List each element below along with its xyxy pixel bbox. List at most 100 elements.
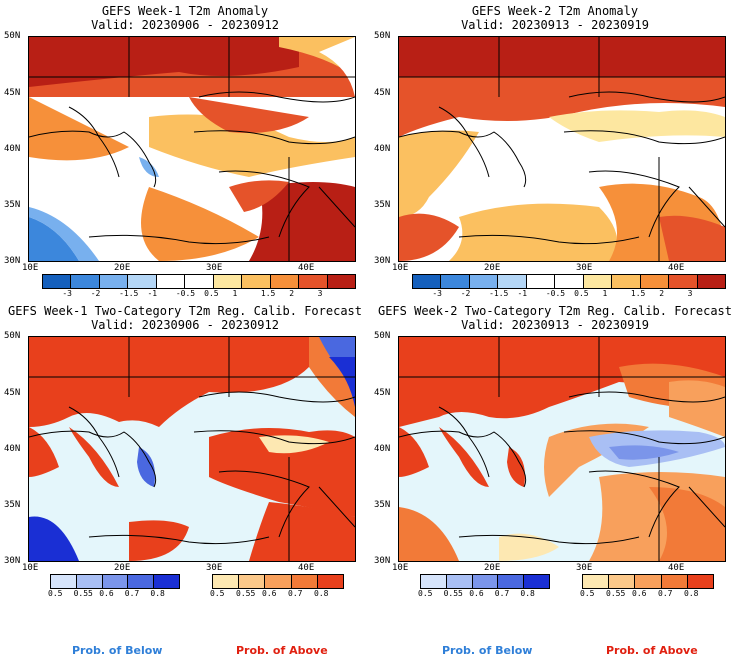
anomaly-field: [29, 37, 355, 261]
colorbar-label: 0.7: [124, 589, 140, 598]
colorbar-label: 0.6: [99, 589, 114, 598]
colorbar-label: 0.8: [150, 589, 165, 598]
colorbar-label: 0.5: [418, 589, 433, 598]
colorbar-label: -0.5: [175, 289, 196, 298]
colorbar-swatch: [524, 575, 549, 588]
colorbar-label: 0.7: [658, 589, 673, 598]
colorbar-label: 0.6: [262, 589, 277, 598]
below-colorbar-labels: 0.5 0.55 0.6 0.7 0.8: [418, 589, 548, 599]
colorbar-swatch: [635, 575, 662, 588]
panel-week1-anomaly: GEFS Week-1 T2m Anomaly Valid: 20230906 …: [0, 0, 370, 300]
colorbar-label: -1.5: [119, 289, 139, 298]
lon-label: 20E: [114, 563, 131, 573]
colorbar-swatch: [469, 275, 499, 288]
colorbar-label: 0.55: [606, 589, 626, 598]
colorbar-swatch: [498, 575, 525, 588]
panel-title: GEFS Week-2 Two-Category T2m Reg. Calib.…: [377, 304, 732, 332]
colorbar-swatch: [71, 275, 100, 288]
colorbar-swatch: [640, 275, 670, 288]
colorbar-label: 0.8: [520, 589, 535, 598]
colorbar-label: 2: [289, 289, 295, 298]
colorbar-label: 1: [602, 289, 608, 298]
colorbar-swatch: [661, 575, 688, 588]
lat-label: 45N: [374, 88, 391, 98]
lat-label: 35N: [374, 500, 391, 510]
lon-label: 40E: [298, 563, 315, 573]
lon-label: 30E: [576, 563, 593, 573]
colorbar-swatch: [327, 275, 355, 288]
lat-label: 30N: [4, 556, 21, 566]
lon-label: 10E: [22, 563, 39, 573]
colorbar-swatch: [270, 275, 300, 288]
anomaly-colorbar: [412, 274, 726, 289]
lat-label: 30N: [4, 256, 21, 266]
lon-label: 40E: [298, 263, 315, 273]
colorbar-label: 0.5: [204, 289, 219, 298]
colorbar-swatch: [51, 575, 77, 588]
colorbar-swatch: [128, 575, 155, 588]
colorbar-label: -2: [460, 289, 471, 298]
colorbar-swatch: [669, 275, 698, 288]
lon-label: 10E: [392, 563, 409, 573]
lat-label: 50N: [374, 331, 391, 341]
lat-label: 50N: [4, 31, 21, 41]
colorbar-swatch: [185, 275, 214, 288]
colorbar-label: 0.7: [288, 589, 303, 598]
probability-map: [398, 336, 726, 562]
lon-label: 10E: [22, 263, 39, 273]
colorbar-label: -1: [147, 289, 158, 298]
colorbar-label: 0.55: [73, 589, 93, 598]
colorbar-label: -1.5: [489, 289, 509, 298]
above-colorbar-labels: 0.5 0.55 0.6 0.7 0.8: [210, 589, 342, 599]
colorbar-swatch: [299, 275, 328, 288]
colorbar-label: 0.7: [494, 589, 510, 598]
panel-week2-probability: GEFS Week-2 Two-Category T2m Reg. Calib.…: [370, 300, 740, 662]
lat-label: 40N: [4, 444, 21, 454]
lat-label: 45N: [4, 88, 21, 98]
colorbar-swatch: [154, 575, 179, 588]
lat-label: 30N: [374, 256, 391, 266]
colorbar-swatch: [102, 575, 129, 588]
colorbar-label: 0.5: [574, 289, 589, 298]
colorbar-label: 0.8: [314, 589, 329, 598]
anomaly-map: [398, 36, 726, 262]
probability-map: [28, 336, 356, 562]
lat-label: 35N: [374, 200, 391, 210]
colorbar-swatch: [317, 575, 344, 588]
colorbar-swatch: [555, 275, 584, 288]
anomaly-colorbar: [42, 274, 356, 289]
probability-field: [399, 337, 725, 561]
colorbar-swatch: [583, 575, 610, 588]
colorbar-swatch: [43, 275, 72, 288]
lat-label: 40N: [4, 144, 21, 154]
colorbar-swatch: [99, 275, 129, 288]
anomaly-field: [399, 37, 725, 261]
colorbar-swatch: [441, 275, 470, 288]
colorbar-label: 3: [687, 289, 693, 298]
colorbar-label: 2: [659, 289, 665, 298]
lat-label: 50N: [374, 31, 391, 41]
colorbar-swatch: [239, 575, 266, 588]
panel-title: GEFS Week-1 Two-Category T2m Reg. Calib.…: [7, 304, 362, 332]
below-colorbar: [420, 574, 550, 589]
colorbar-label: 0.55: [443, 589, 463, 598]
lon-label: 10E: [392, 263, 409, 273]
colorbar-label: 0.6: [469, 589, 484, 598]
colorbar-label: -2: [90, 289, 101, 298]
colorbar-swatch: [446, 575, 473, 588]
above-legend-label: Prob. of Above: [606, 644, 698, 657]
probability-field: [29, 337, 355, 561]
below-colorbar: [50, 574, 180, 589]
lon-label: 40E: [668, 263, 685, 273]
colorbar-label: 0.5: [210, 589, 225, 598]
colorbar-swatch: [687, 575, 714, 588]
lon-label: 30E: [576, 263, 593, 273]
colorbar-swatch: [413, 275, 442, 288]
colorbar-label: -1: [517, 289, 528, 298]
colorbar-label: -3: [432, 289, 442, 298]
colorbar-swatch: [291, 575, 318, 588]
above-colorbar: [212, 574, 344, 589]
colorbar-swatch: [498, 275, 527, 288]
above-colorbar-labels: 0.5 0.55 0.6 0.7 0.8: [580, 589, 712, 599]
colorbar-label: -3: [62, 289, 72, 298]
